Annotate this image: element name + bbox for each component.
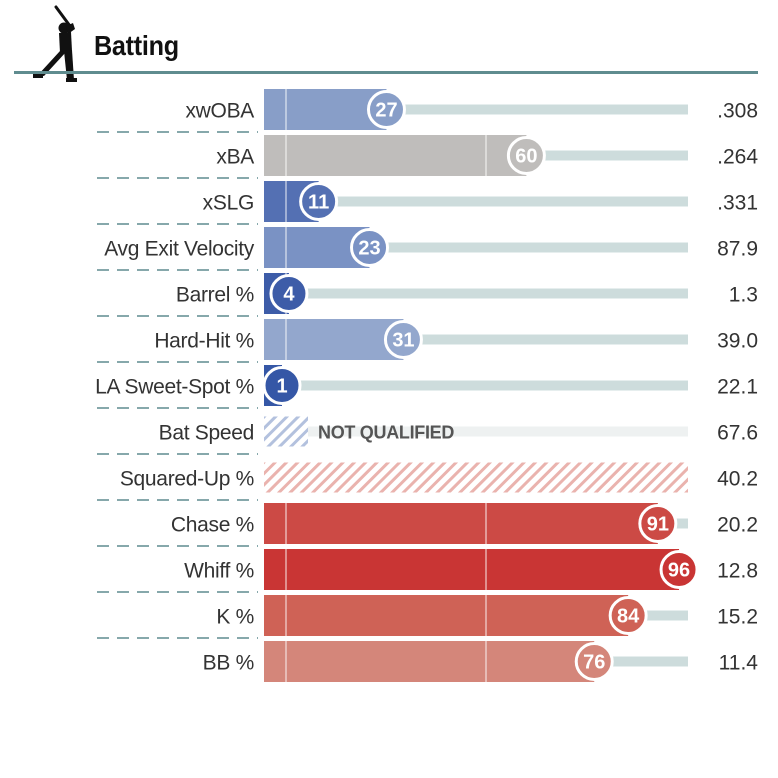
row-xba: xBA .264 60 — [97, 131, 758, 176]
percentile-badge-text: 84 — [617, 606, 640, 628]
row-chase-: Chase % 20.2 91 — [97, 499, 758, 544]
metric-label: BB % — [203, 652, 254, 675]
metric-value: 1.3 — [729, 284, 758, 307]
metric-label: K % — [216, 606, 254, 629]
unavailable-bar — [264, 462, 688, 493]
metric-label: Barrel % — [176, 284, 254, 307]
percentile-badge-text: 27 — [375, 100, 397, 122]
metric-value: 39.0 — [717, 330, 758, 353]
percentile-badge — [659, 550, 699, 589]
percentile-bar — [264, 641, 595, 682]
metric-value: 67.6 — [717, 422, 758, 445]
percentile-bar — [264, 319, 404, 360]
header-rule — [14, 71, 758, 74]
row-xwoba: xwOBA .308 27 — [185, 89, 758, 130]
percentile-track — [264, 380, 688, 391]
metric-value: 11.4 — [719, 652, 759, 675]
batter-silhouette-icon — [33, 5, 77, 82]
row-squared-up-: Squared-Up % 40.2 — [97, 453, 758, 493]
metric-label: Squared-Up % — [120, 468, 254, 491]
percentile-badge — [269, 274, 309, 313]
percentile-badge — [383, 320, 423, 359]
metric-label: Avg Exit Velocity — [104, 238, 255, 261]
metric-label: Whiff % — [184, 560, 254, 583]
metric-label: Hard-Hit % — [154, 330, 254, 353]
percentile-badge — [638, 504, 678, 543]
row-bb-: BB % 11.4 76 — [97, 637, 759, 682]
percentile-badge-text: 23 — [358, 238, 380, 260]
metric-label: xSLG — [203, 192, 254, 215]
percentile-badge-text: 60 — [515, 146, 537, 168]
percentile-track — [264, 196, 688, 207]
percentile-badge — [574, 642, 614, 681]
percentile-track — [264, 426, 688, 437]
metric-label: Bat Speed — [159, 422, 254, 445]
metric-value: 15.2 — [717, 606, 758, 629]
percentile-badge-text: 1 — [276, 376, 287, 398]
percentile-badge-text: 91 — [647, 514, 669, 536]
percentile-badge — [262, 366, 302, 405]
metric-value: .264 — [717, 146, 758, 169]
percentile-bar — [264, 503, 658, 544]
metric-value: 22.1 — [717, 376, 758, 399]
percentile-track — [264, 334, 688, 345]
percentile-badge — [366, 90, 406, 129]
row-xslg: xSLG .331 11 — [97, 177, 758, 222]
metric-label: Chase % — [171, 514, 254, 537]
percentile-track — [264, 104, 688, 115]
row-bat-speed: Bat Speed 67.6 NOT QUALIFIED — [97, 407, 758, 447]
row-la-sweet-spot-: LA Sweet-Spot % 22.1 1 — [95, 361, 758, 406]
metric-label: xwOBA — [185, 100, 254, 123]
percentile-badge-text: 11 — [308, 192, 329, 214]
percentile-bar — [264, 549, 680, 590]
row-barrel-: Barrel % 1.3 4 — [97, 269, 758, 314]
percentile-badge — [506, 136, 546, 175]
percentile-badge — [299, 182, 339, 221]
percentile-badge-text: 76 — [583, 652, 605, 674]
metric-label: LA Sweet-Spot % — [95, 376, 254, 399]
not-qualified-label: NOT QUALIFIED — [318, 423, 454, 443]
row-avg-exit-velocity: Avg Exit Velocity 87.9 23 — [97, 223, 758, 268]
percentile-badge-text: 31 — [392, 330, 414, 352]
percentile-badge — [350, 228, 390, 267]
percentile-badge-text: 96 — [668, 560, 690, 582]
percentile-bar — [264, 135, 527, 176]
row-whiff-: Whiff % 12.8 96 — [97, 545, 758, 590]
percentile-bar — [264, 595, 629, 636]
not-qualified-block — [264, 416, 308, 447]
metric-value: .308 — [717, 100, 758, 123]
header: Batting — [0, 0, 778, 82]
metric-value: 12.8 — [717, 560, 758, 583]
metric-value: 40.2 — [717, 468, 758, 491]
percentile-badge-text: 4 — [283, 284, 295, 306]
metric-value: 20.2 — [717, 514, 758, 537]
metric-label: xBA — [216, 146, 254, 169]
percentile-track — [264, 242, 688, 253]
percentile-bar — [264, 89, 387, 130]
section-title: Batting — [94, 30, 179, 61]
row-k-: K % 15.2 84 — [97, 591, 758, 636]
metric-value: 87.9 — [717, 238, 758, 261]
metric-value: .331 — [717, 192, 758, 215]
percentile-track — [264, 288, 688, 299]
row-hard-hit-: Hard-Hit % 39.0 31 — [97, 315, 758, 360]
percentile-badge — [608, 596, 648, 635]
